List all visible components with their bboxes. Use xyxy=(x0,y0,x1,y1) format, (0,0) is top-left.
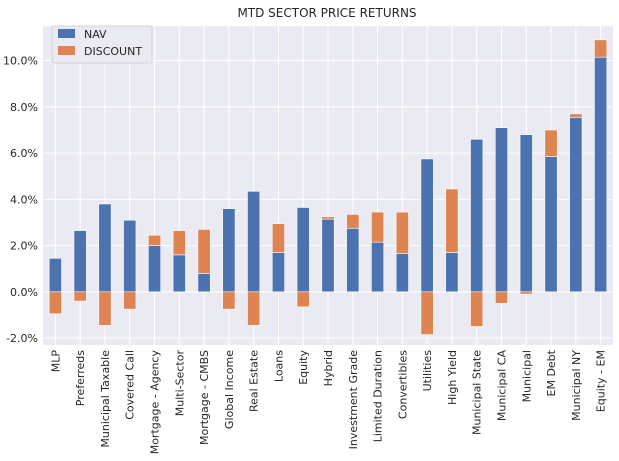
bar-nav xyxy=(594,56,608,293)
x-tick-label: Municipal xyxy=(520,350,533,402)
bar-nav xyxy=(371,241,385,293)
x-tick-label: Municipal State xyxy=(471,350,484,435)
x-tick-label: Loans xyxy=(272,350,285,382)
y-tick-label: 4.0% xyxy=(10,193,38,206)
bar-nav xyxy=(470,138,484,293)
x-tick-label: Municipal CA xyxy=(495,350,508,422)
bar-discount xyxy=(470,291,484,327)
legend-box xyxy=(51,25,153,64)
x-tick-label: Utilities xyxy=(421,350,434,392)
bar-nav xyxy=(569,117,583,293)
bar-discount xyxy=(222,291,236,310)
x-tick-label: Global Income xyxy=(223,350,236,429)
bar-discount xyxy=(494,291,508,304)
bar-nav xyxy=(73,230,87,293)
bar-nav xyxy=(123,219,137,293)
bar-discount xyxy=(271,223,285,253)
bar-discount xyxy=(544,129,558,157)
bar-nav xyxy=(222,208,236,293)
bar-nav xyxy=(172,254,186,293)
bar-discount xyxy=(594,39,608,58)
bar-nav xyxy=(48,258,62,293)
bar-nav xyxy=(148,245,162,293)
bar-discount xyxy=(98,291,112,326)
bar-discount xyxy=(420,291,434,335)
bar-discount xyxy=(148,234,162,246)
x-tick-label: Municipal NY xyxy=(570,350,583,421)
bar-discount xyxy=(445,188,459,253)
bar-discount xyxy=(123,291,137,310)
legend-label-nav: NAV xyxy=(84,28,107,41)
legend: NAV DISCOUNT xyxy=(51,25,153,64)
bar-nav xyxy=(98,203,112,293)
bar-discount xyxy=(569,113,583,118)
x-tick-label: Mortgage - Agency xyxy=(149,350,162,455)
x-tick-label: Real Estate xyxy=(248,350,261,412)
bar-nav xyxy=(247,190,261,293)
bar-nav xyxy=(494,127,508,293)
x-tick-label: Multi-Sector xyxy=(173,350,186,417)
bar-discount xyxy=(172,230,186,256)
x-tick-label: Equity - EM xyxy=(595,350,608,412)
x-tick-label: Municipal Taxable xyxy=(99,350,112,448)
x-tick-label: Covered Call xyxy=(124,350,137,420)
x-tick-labels: MLP Preferreds Municipal Taxable Covered Ca… xyxy=(49,349,607,454)
y-tick-label: 10.0% xyxy=(3,55,38,68)
x-tick-label: Hybrid xyxy=(322,350,335,386)
bar-discount xyxy=(321,216,335,220)
y-tick-label: 8.0% xyxy=(10,101,38,114)
bar-nav xyxy=(321,218,335,293)
x-tick-label: MLP xyxy=(49,350,62,373)
legend-label-discount: DISCOUNT xyxy=(84,45,142,58)
chart-title: MTD SECTOR PRICE RETURNS xyxy=(237,6,416,20)
y-tick-label: -2.0% xyxy=(6,332,38,345)
x-tick-label: High Yield xyxy=(446,350,459,405)
bar-nav xyxy=(197,273,211,293)
y-tick-label: 0.0% xyxy=(10,286,38,299)
bar-nav xyxy=(544,156,558,293)
bar-nav xyxy=(296,207,310,293)
bar-nav xyxy=(445,252,459,293)
bar-discount xyxy=(519,291,533,295)
bar-discount xyxy=(48,291,62,315)
bar-discount xyxy=(73,291,87,302)
bar-discount xyxy=(395,211,409,254)
x-tick-label: Investment Grade xyxy=(347,350,360,450)
x-tick-label: EM Debt xyxy=(545,349,558,396)
x-tick-label: Equity xyxy=(297,350,310,385)
y-tick-label: 6.0% xyxy=(10,147,38,160)
bar-nav xyxy=(519,134,533,293)
x-tick-label: Convertibles xyxy=(396,350,409,419)
y-tick-labels: -2.0% 0.0% 2.0% 4.0% 6.0% 8.0% 10.0% xyxy=(3,55,38,345)
bar-discount xyxy=(296,291,310,308)
bar-discount xyxy=(371,211,385,243)
bar-discount xyxy=(346,214,360,229)
x-tick-label: Mortgage - CMBS xyxy=(198,350,211,445)
x-tick-label: Limited Duration xyxy=(372,350,385,442)
bar-nav xyxy=(271,252,285,293)
x-tick-label: Preferreds xyxy=(74,350,87,406)
bar-discount xyxy=(247,291,261,326)
legend-swatch-discount xyxy=(58,46,75,55)
y-tick-label: 2.0% xyxy=(10,240,38,253)
bars-layer xyxy=(48,39,608,335)
bar-nav xyxy=(346,227,360,293)
bar-discount xyxy=(197,229,211,274)
bar-nav xyxy=(420,158,434,293)
legend-swatch-nav xyxy=(58,29,75,38)
bar-nav xyxy=(395,253,409,293)
